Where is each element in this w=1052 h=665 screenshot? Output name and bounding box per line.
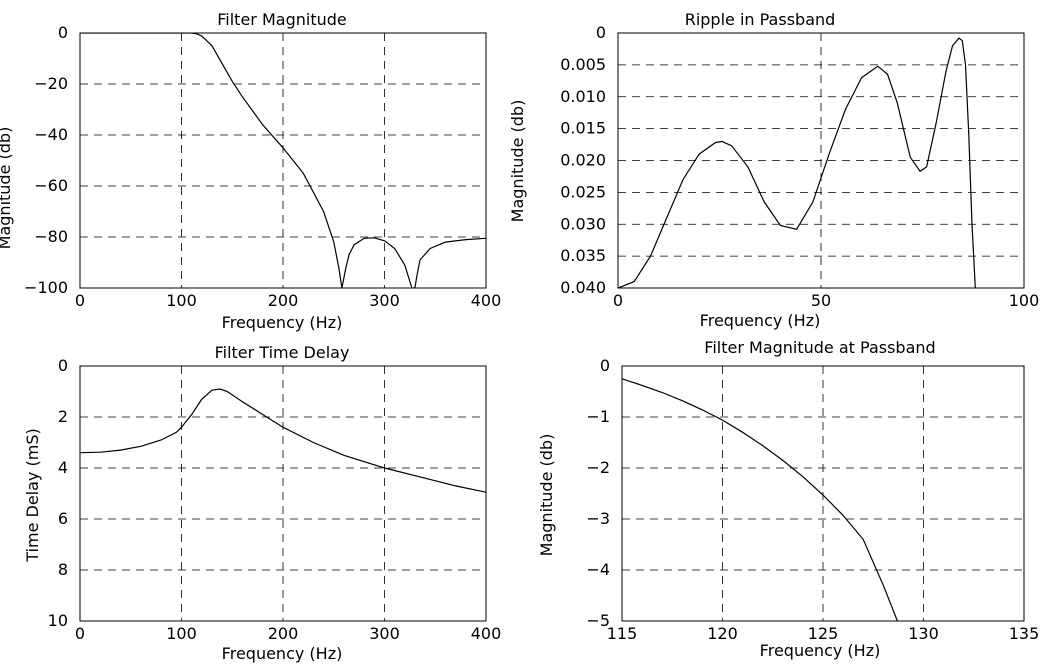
y-tick-label: 0	[600, 356, 610, 375]
x-tick-label: 0	[75, 624, 85, 643]
chart-title: Filter Time Delay	[215, 343, 350, 362]
y-tick-label: 0	[58, 356, 68, 375]
plot-frame	[79, 365, 487, 622]
panel-filter-magnitude-at-passband: Filter Magnitude at Passband Frequency (…	[537, 338, 1039, 660]
x-tick-label: 200	[268, 624, 299, 643]
x-tick-label: 100	[166, 291, 197, 310]
y-tick-label: 0.010	[560, 87, 606, 106]
y-tick-label: 0.035	[560, 246, 606, 265]
y-tick-label: −3	[586, 509, 610, 528]
x-tick-label: 400	[471, 624, 502, 643]
x-tick-label: 120	[707, 624, 738, 643]
y-tick-label: −2	[586, 458, 610, 477]
y-tick-label: 8	[58, 560, 68, 579]
y-tick-label: −5	[586, 611, 610, 630]
series-line	[622, 378, 898, 621]
chart-title: Filter Magnitude at Passband	[704, 338, 935, 357]
x-tick-label: 125	[808, 624, 839, 643]
y-tick-label: −100	[24, 278, 68, 297]
plot-frame	[621, 365, 1025, 622]
x-axis-label: Frequency (Hz)	[222, 313, 343, 332]
series-line	[80, 33, 486, 288]
chart-title: Filter Magnitude	[217, 10, 346, 29]
x-tick-label: 100	[166, 624, 197, 643]
x-axis-label: Frequency (Hz)	[700, 311, 821, 330]
chart-title: Ripple in Passband	[685, 10, 836, 29]
x-axis-label: Frequency (Hz)	[222, 644, 343, 663]
y-tick-label: 0.005	[560, 55, 606, 74]
plot-frame	[617, 32, 1025, 289]
y-tick-label: −1	[586, 407, 610, 426]
y-tick-label: −20	[34, 74, 68, 93]
y-axis-label: Magnitude (db)	[537, 434, 556, 557]
y-tick-label: 0.030	[560, 214, 606, 233]
y-tick-label: 4	[58, 458, 68, 477]
plot-frame	[79, 32, 487, 289]
x-axis-label: Frequency (Hz)	[760, 641, 881, 660]
x-tick-label: 100	[1009, 291, 1040, 310]
y-tick-label: 0.015	[560, 119, 606, 138]
y-tick-label: 0.020	[560, 151, 606, 170]
y-tick-label: 0	[596, 23, 606, 42]
y-tick-label: 10	[48, 611, 68, 630]
x-tick-label: 135	[1009, 624, 1040, 643]
y-tick-label: −4	[586, 560, 610, 579]
y-tick-label: −60	[34, 176, 68, 195]
y-axis-label: Magnitude (db)	[508, 100, 527, 223]
panel-filter-magnitude: Filter Magnitude Frequency (Hz) Magnitud…	[0, 10, 501, 332]
x-tick-label: 115	[607, 624, 638, 643]
y-tick-label: −80	[34, 227, 68, 246]
y-tick-label: 2	[58, 407, 68, 426]
x-tick-label: 130	[908, 624, 939, 643]
x-tick-label: 0	[613, 291, 623, 310]
y-tick-label: 6	[58, 509, 68, 528]
panel-ripple-in-passband: Ripple in Passband Frequency (Hz) Magnit…	[508, 10, 1039, 330]
series-line	[618, 37, 976, 288]
y-axis-label: Time Delay (mS)	[23, 428, 42, 562]
y-tick-label: 0.040	[560, 278, 606, 297]
x-tick-label: 300	[369, 291, 400, 310]
y-tick-label: 0.025	[560, 182, 606, 201]
y-tick-label: −40	[34, 125, 68, 144]
y-axis-label: Magnitude (db)	[0, 127, 14, 250]
x-tick-label: 0	[75, 291, 85, 310]
y-tick-label: 0	[58, 23, 68, 42]
series-line	[80, 388, 486, 493]
x-tick-label: 50	[811, 291, 831, 310]
x-tick-label: 200	[268, 291, 299, 310]
x-tick-label: 300	[369, 624, 400, 643]
panel-filter-time-delay: Filter Time Delay Frequency (Hz) Time De…	[23, 343, 501, 663]
x-tick-label: 400	[471, 291, 502, 310]
